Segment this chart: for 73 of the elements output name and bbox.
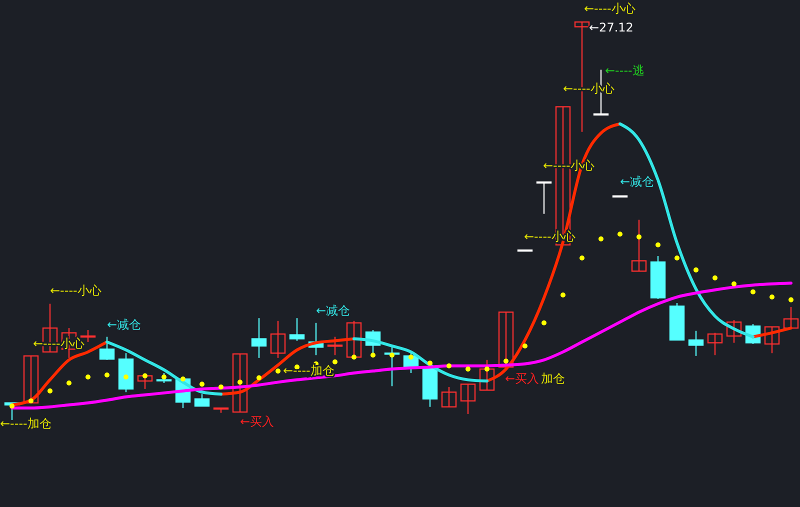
point <box>598 236 604 242</box>
annotation: ←27.12 <box>589 20 634 34</box>
candlestick <box>137 375 153 390</box>
candlestick <box>346 320 362 358</box>
point <box>370 352 376 358</box>
point <box>408 354 414 360</box>
candlestick <box>498 312 514 368</box>
point <box>617 232 623 237</box>
annotation: 加仓 <box>541 371 565 386</box>
candlestick <box>99 336 115 360</box>
point <box>693 267 699 272</box>
point <box>161 374 167 380</box>
candlestick <box>441 386 457 408</box>
candlestick <box>460 384 476 415</box>
point <box>218 384 224 390</box>
annotation: ←----加仓 <box>0 416 52 430</box>
candlestick <box>764 326 780 354</box>
point <box>199 382 205 387</box>
point <box>104 372 110 378</box>
point <box>180 376 186 382</box>
candlestick <box>783 306 799 329</box>
annotation: ←买入 <box>505 371 540 386</box>
point <box>351 354 357 360</box>
point <box>541 320 547 326</box>
candlestick <box>270 320 286 359</box>
point <box>28 398 34 404</box>
point <box>522 343 528 348</box>
point <box>427 360 433 366</box>
point <box>712 275 718 280</box>
point <box>484 366 490 372</box>
point <box>275 368 281 374</box>
annotation: ←----小心 <box>50 283 102 298</box>
candlestick <box>536 181 552 214</box>
candlestick <box>688 330 704 357</box>
point <box>655 242 661 248</box>
point <box>560 292 566 298</box>
point <box>750 289 756 294</box>
point <box>674 255 680 261</box>
candlestick <box>194 394 210 407</box>
annotation: ←减仓 <box>107 317 142 332</box>
point <box>9 404 15 409</box>
candlestick <box>156 372 172 384</box>
point <box>256 375 262 380</box>
candlestick <box>726 320 742 344</box>
candlestick <box>631 219 647 272</box>
candlestick <box>707 332 723 356</box>
candlestick <box>479 359 495 391</box>
annotation: ←买入 <box>240 414 274 428</box>
candlestick <box>251 318 267 359</box>
annotation: ←----逃 <box>605 63 644 78</box>
point <box>123 374 129 380</box>
point <box>788 297 794 302</box>
point <box>731 281 737 286</box>
point <box>465 366 471 372</box>
point <box>332 359 338 364</box>
point <box>85 374 91 380</box>
candlestick <box>232 353 248 413</box>
point <box>769 294 775 300</box>
point <box>446 363 452 368</box>
point <box>66 380 72 386</box>
annotation: ←减仓 <box>316 303 350 318</box>
candlestick <box>23 355 39 404</box>
point <box>389 352 395 358</box>
candlestick <box>327 336 343 356</box>
point <box>237 380 243 385</box>
point <box>636 234 642 240</box>
point <box>503 358 509 364</box>
point <box>47 388 53 394</box>
annotation: ←减仓 <box>620 174 654 188</box>
annotation: ←----加仓 <box>283 363 334 378</box>
candlestick <box>289 318 305 342</box>
text: ←----小心 <box>584 1 636 16</box>
point <box>579 255 585 261</box>
